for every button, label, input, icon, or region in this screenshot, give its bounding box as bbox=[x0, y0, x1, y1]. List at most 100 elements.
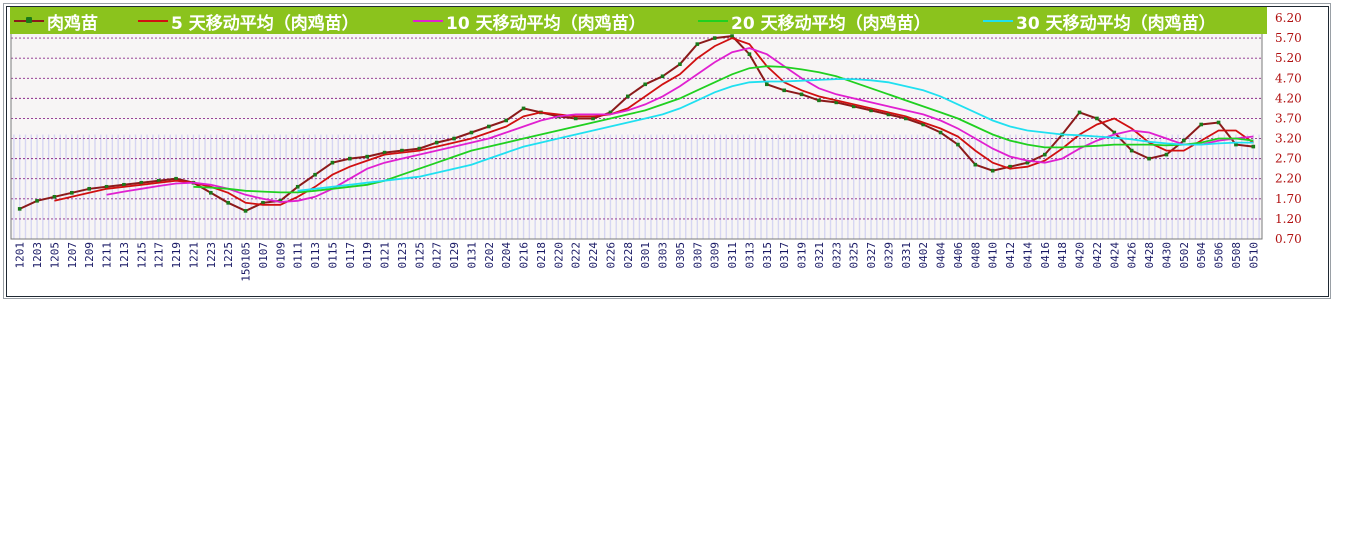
data-point bbox=[921, 122, 925, 127]
x-tick-label: 0502 bbox=[1178, 242, 1191, 269]
data-point bbox=[695, 42, 700, 46]
x-tick-label: 0204 bbox=[500, 242, 513, 269]
data-point bbox=[834, 100, 839, 105]
data-point bbox=[400, 148, 404, 153]
data-point bbox=[1008, 164, 1012, 169]
data-point bbox=[765, 82, 769, 87]
legend-label-ma5: 5 天移动平均（肉鸡苗） bbox=[171, 13, 359, 34]
data-point bbox=[1164, 152, 1169, 157]
data-point bbox=[1129, 148, 1134, 153]
x-tick-label: 0226 bbox=[604, 242, 617, 269]
data-point bbox=[174, 176, 178, 181]
data-point bbox=[1077, 110, 1082, 115]
data-point bbox=[990, 168, 995, 173]
x-tick-label: 0410 bbox=[987, 242, 1000, 269]
data-point bbox=[747, 52, 752, 56]
y-tick-label: 5.70 bbox=[1275, 31, 1302, 45]
data-point bbox=[1043, 152, 1047, 157]
legend-swatch-ma30 bbox=[983, 20, 1013, 22]
data-point bbox=[348, 156, 352, 161]
data-point bbox=[330, 160, 335, 165]
series-line bbox=[297, 78, 1254, 192]
x-tick-label: 0315 bbox=[761, 242, 774, 269]
x-tick-label: 1201 bbox=[14, 242, 27, 269]
data-point bbox=[261, 201, 265, 205]
data-point bbox=[209, 190, 213, 195]
legend-item-ma20: 20 天移动平均（肉鸡苗） bbox=[698, 11, 931, 34]
legend-swatch-ma20 bbox=[698, 20, 728, 22]
data-point bbox=[1199, 122, 1203, 127]
x-tick-label: 0504 bbox=[1195, 242, 1208, 269]
data-point bbox=[1182, 138, 1186, 143]
y-tick-label: 4.20 bbox=[1275, 91, 1302, 105]
x-tick-label: 0313 bbox=[743, 242, 756, 269]
x-tick-label: 0412 bbox=[1004, 242, 1017, 269]
data-point bbox=[313, 172, 317, 177]
data-point bbox=[382, 150, 387, 155]
x-tick-label: 0125 bbox=[413, 242, 426, 269]
x-tick-label: 1205 bbox=[48, 242, 61, 269]
data-point bbox=[452, 136, 456, 141]
data-point bbox=[139, 180, 144, 185]
x-tick-label: 1223 bbox=[205, 242, 218, 269]
x-tick-label: 0319 bbox=[796, 242, 809, 269]
legend-label-ma20: 20 天移动平均（肉鸡苗） bbox=[731, 13, 931, 34]
data-point bbox=[1216, 120, 1221, 125]
x-tick-label: 0426 bbox=[1126, 242, 1139, 269]
x-tick-label: 0119 bbox=[361, 242, 374, 269]
series-line bbox=[54, 37, 1254, 206]
x-tick-label: 0107 bbox=[257, 242, 270, 269]
x-tick-label: 0424 bbox=[1108, 242, 1121, 269]
legend-swatch-raw bbox=[14, 17, 44, 23]
x-tick-label: 0202 bbox=[483, 242, 496, 269]
x-tick-label: 0117 bbox=[344, 242, 357, 269]
x-tick-label: 0418 bbox=[1056, 242, 1069, 269]
x-tick-label: 0420 bbox=[1074, 242, 1087, 269]
legend-label-ma10: 10 天移动平均（肉鸡苗） bbox=[446, 13, 646, 34]
x-tick-label: 0301 bbox=[639, 242, 652, 269]
legend-item-raw: 肉鸡苗 bbox=[14, 11, 98, 34]
y-tick-label: 3.20 bbox=[1275, 132, 1302, 146]
x-tick-label: 0305 bbox=[674, 242, 687, 269]
x-tick-label: 1207 bbox=[66, 242, 79, 269]
x-tick-label: 0115 bbox=[326, 242, 339, 269]
x-tick-label: 0428 bbox=[1143, 242, 1156, 269]
data-point bbox=[573, 116, 578, 121]
x-tick-label: 0113 bbox=[309, 242, 322, 269]
data-point bbox=[782, 88, 786, 93]
y-tick-label: 0.70 bbox=[1275, 232, 1302, 246]
x-tick-label: 0127 bbox=[431, 242, 444, 269]
x-tick-label: 0129 bbox=[448, 242, 461, 269]
data-point bbox=[591, 116, 595, 121]
legend-label-ma30: 30 天移动平均（肉鸡苗） bbox=[1016, 13, 1216, 34]
x-tick-label: 0430 bbox=[1160, 242, 1173, 269]
x-tick-label: 0329 bbox=[882, 242, 895, 269]
x-tick-label: 0416 bbox=[1039, 242, 1052, 269]
data-point bbox=[712, 36, 717, 40]
y-tick-label: 3.70 bbox=[1275, 111, 1302, 125]
data-point bbox=[1251, 144, 1256, 149]
data-point bbox=[851, 104, 856, 109]
legend-item-ma5: 5 天移动平均（肉鸡苗） bbox=[138, 11, 359, 34]
data-point bbox=[817, 98, 821, 103]
x-tick-label: 0224 bbox=[587, 242, 600, 269]
data-point bbox=[70, 190, 74, 195]
data-point bbox=[434, 140, 439, 145]
data-point bbox=[17, 207, 22, 211]
y-tick-label: 2.70 bbox=[1275, 152, 1302, 166]
data-point bbox=[487, 124, 491, 129]
data-point bbox=[87, 186, 91, 191]
data-point bbox=[52, 195, 57, 199]
x-tick-label: 0218 bbox=[535, 242, 548, 269]
y-tick-label: 1.20 bbox=[1275, 212, 1302, 226]
x-tick-label: 0402 bbox=[917, 242, 930, 269]
data-point bbox=[938, 130, 943, 135]
x-tick-label: 0406 bbox=[952, 242, 965, 269]
x-tick-label: 1225 bbox=[222, 242, 235, 269]
legend-item-ma10: 10 天移动平均（肉鸡苗） bbox=[413, 11, 646, 34]
x-tick-label: 0422 bbox=[1091, 242, 1104, 269]
x-tick-label: 0123 bbox=[396, 242, 409, 269]
y-tick-label: 1.70 bbox=[1275, 192, 1302, 206]
x-tick-label: 1221 bbox=[187, 242, 200, 269]
